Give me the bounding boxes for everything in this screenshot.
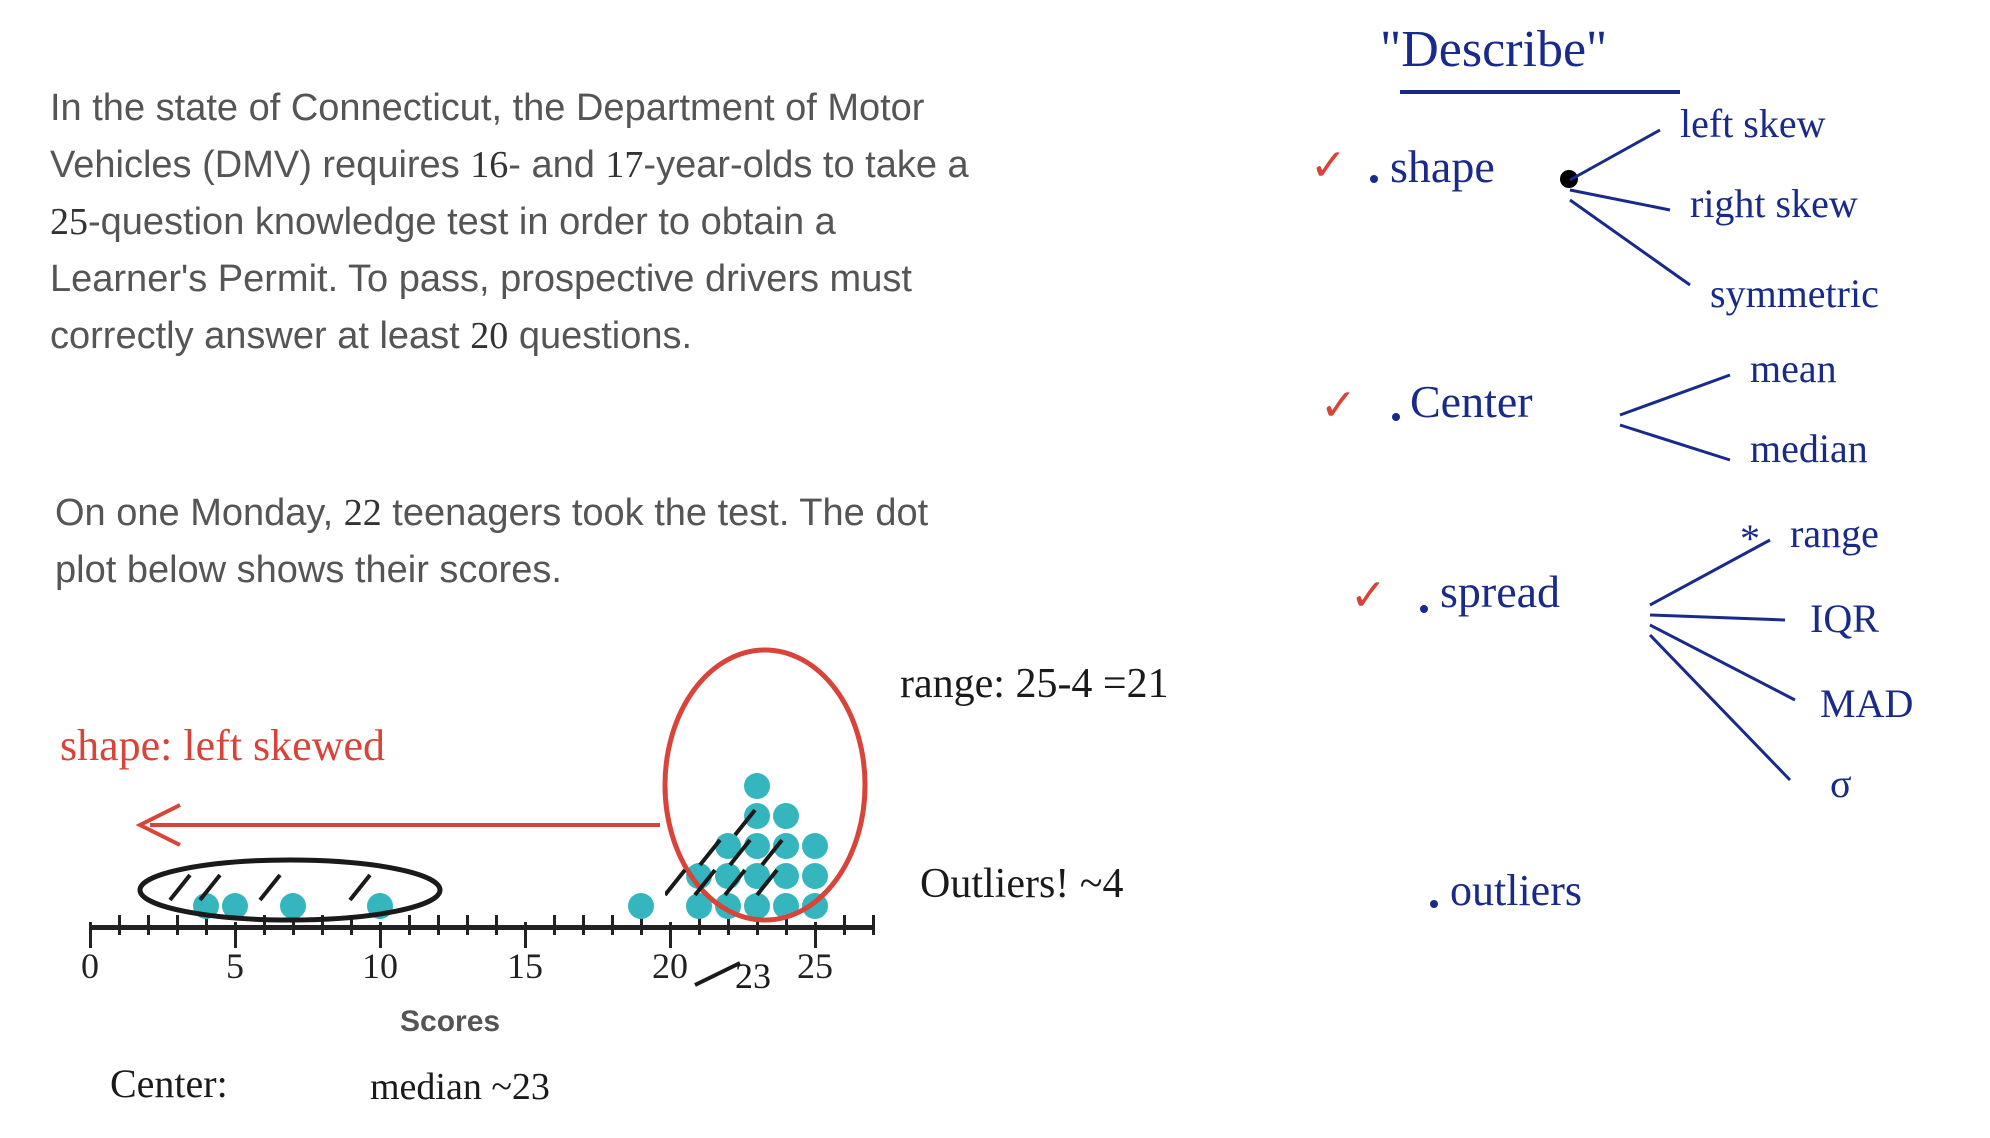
n25: 25 (50, 201, 88, 243)
annotation-slashes-cluster (665, 770, 835, 910)
notes-spread-opt-2: MAD (1820, 680, 1913, 727)
notes-shape: shape (1390, 140, 1495, 193)
bullet-shape (1370, 175, 1378, 183)
notes-spread: spread (1440, 565, 1560, 618)
notes-shape-opt-0: left skew (1680, 100, 1826, 147)
tick-label: 15 (507, 945, 543, 987)
bullet-center (1392, 413, 1400, 421)
annotation-slashes-low (165, 870, 415, 910)
tick-label: 0 (81, 945, 99, 987)
notes-spread-star: * (1740, 515, 1760, 562)
tick (611, 915, 614, 935)
tick (582, 915, 585, 935)
notes-spread-opt-3: σ (1830, 760, 1852, 807)
notes-center: Center (1410, 375, 1533, 428)
check-spread: ✓ (1350, 570, 1387, 621)
tick-label: 25 (797, 945, 833, 987)
notes-outliers: outliers (1450, 865, 1582, 916)
tick-label: 20 (652, 945, 688, 987)
problem-paragraph-2: On one Monday, 22 teenagers took the tes… (55, 485, 995, 599)
n22: 22 (344, 492, 382, 534)
bullet-outliers (1430, 900, 1438, 908)
n17: 17 (605, 144, 643, 186)
tick-label: 5 (226, 945, 244, 987)
p1-c: -year-olds to take a (643, 144, 968, 186)
tick (553, 915, 556, 935)
check-center: ✓ (1320, 380, 1357, 431)
notes-center-opt-1: median (1750, 425, 1868, 472)
problem-paragraph-1: In the state of Connecticut, the Departm… (50, 80, 990, 365)
p1-b: - and (508, 144, 605, 186)
notes-spread-opt-1: IQR (1810, 595, 1879, 642)
tick (466, 915, 469, 935)
p2-a: On one Monday, (55, 492, 344, 534)
p1-e: questions. (508, 315, 692, 357)
tick (118, 915, 121, 935)
bullet-spread (1420, 605, 1428, 613)
annotation-range: range: 25-4 =21 (900, 660, 1169, 708)
tick-label: 10 (362, 945, 398, 987)
annotation-center: Center: (110, 1060, 228, 1107)
notes-title-underline (1400, 90, 1680, 94)
axis-title: Scores (400, 1005, 500, 1039)
annotation-median: median ~23 (370, 1065, 550, 1109)
notes-center-opt-0: mean (1750, 345, 1837, 392)
annotation-arrow-left (120, 790, 680, 860)
notes-spread-branches (1640, 520, 1840, 820)
check-shape: ✓ (1310, 140, 1347, 191)
annotation-23-arrow (690, 955, 750, 995)
notes-title: "Describe" (1380, 20, 1607, 79)
n20: 20 (470, 315, 508, 357)
n16: 16 (470, 144, 508, 186)
notes-shape-opt-2: symmetric (1710, 270, 1879, 317)
notes-shape-opt-1: right skew (1690, 180, 1858, 227)
annotation-shape: shape: left skewed (60, 720, 385, 771)
notes-spread-opt-0: range (1790, 510, 1879, 557)
annotation-outliers: Outliers! ~4 (920, 860, 1124, 908)
tick (495, 915, 498, 935)
